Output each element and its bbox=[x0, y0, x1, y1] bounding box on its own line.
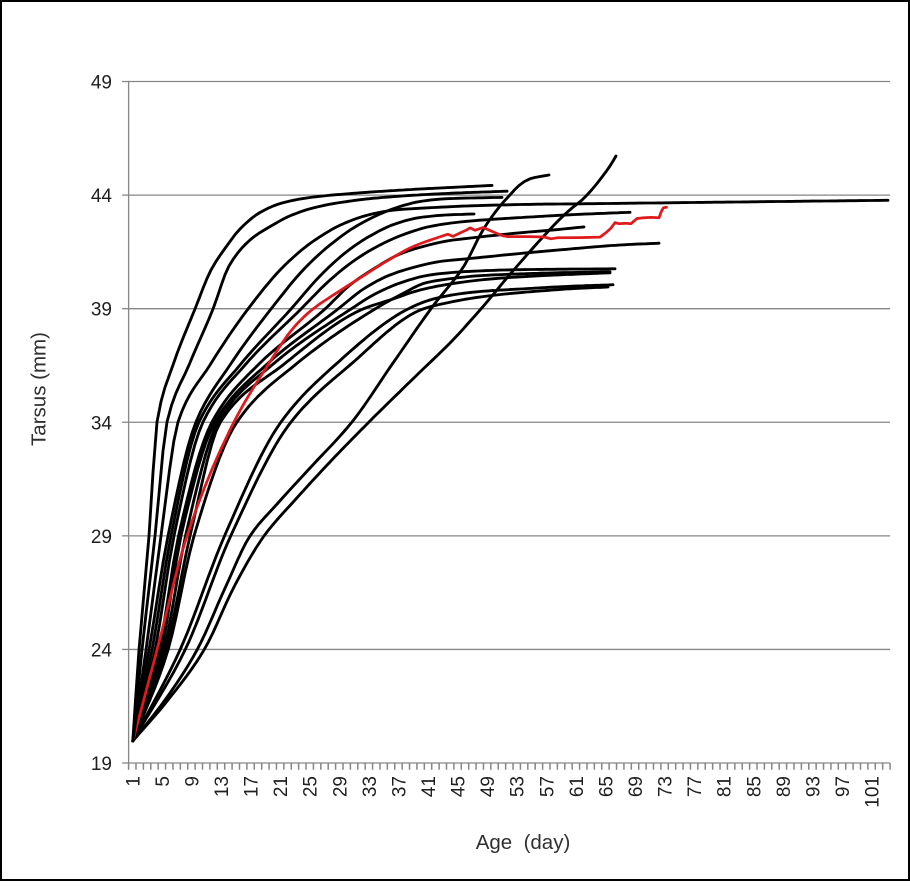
svg-text:1: 1 bbox=[123, 776, 144, 787]
svg-text:85: 85 bbox=[744, 776, 765, 797]
svg-text:93: 93 bbox=[804, 776, 825, 797]
svg-text:33: 33 bbox=[360, 776, 381, 797]
svg-text:Tarsus (mm): Tarsus (mm) bbox=[28, 332, 51, 446]
svg-text:45: 45 bbox=[449, 776, 470, 797]
svg-text:49: 49 bbox=[478, 776, 499, 797]
svg-text:29: 29 bbox=[91, 527, 112, 548]
svg-text:24: 24 bbox=[91, 640, 113, 661]
svg-text:53: 53 bbox=[508, 776, 529, 797]
svg-text:19: 19 bbox=[91, 754, 112, 775]
svg-text:101: 101 bbox=[863, 776, 884, 808]
svg-text:25: 25 bbox=[301, 776, 322, 797]
svg-text:77: 77 bbox=[685, 776, 706, 797]
svg-text:65: 65 bbox=[596, 776, 617, 797]
svg-text:9: 9 bbox=[182, 776, 203, 787]
svg-text:29: 29 bbox=[330, 776, 351, 797]
svg-text:5: 5 bbox=[153, 776, 174, 787]
svg-text:41: 41 bbox=[419, 776, 440, 797]
svg-text:44: 44 bbox=[91, 186, 113, 207]
svg-text:69: 69 bbox=[626, 776, 647, 797]
svg-text:17: 17 bbox=[242, 776, 263, 797]
svg-text:57: 57 bbox=[537, 776, 558, 797]
svg-text:81: 81 bbox=[715, 776, 736, 797]
svg-text:13: 13 bbox=[212, 776, 233, 797]
svg-text:73: 73 bbox=[656, 776, 677, 797]
svg-text:21: 21 bbox=[271, 776, 292, 797]
svg-text:89: 89 bbox=[774, 776, 795, 797]
svg-text:Age (day): Age (day) bbox=[476, 831, 571, 854]
svg-text:49: 49 bbox=[91, 73, 112, 94]
svg-text:37: 37 bbox=[389, 776, 410, 797]
svg-text:34: 34 bbox=[91, 413, 113, 434]
svg-text:61: 61 bbox=[567, 776, 588, 797]
svg-text:39: 39 bbox=[91, 300, 112, 321]
svg-text:97: 97 bbox=[833, 776, 854, 797]
